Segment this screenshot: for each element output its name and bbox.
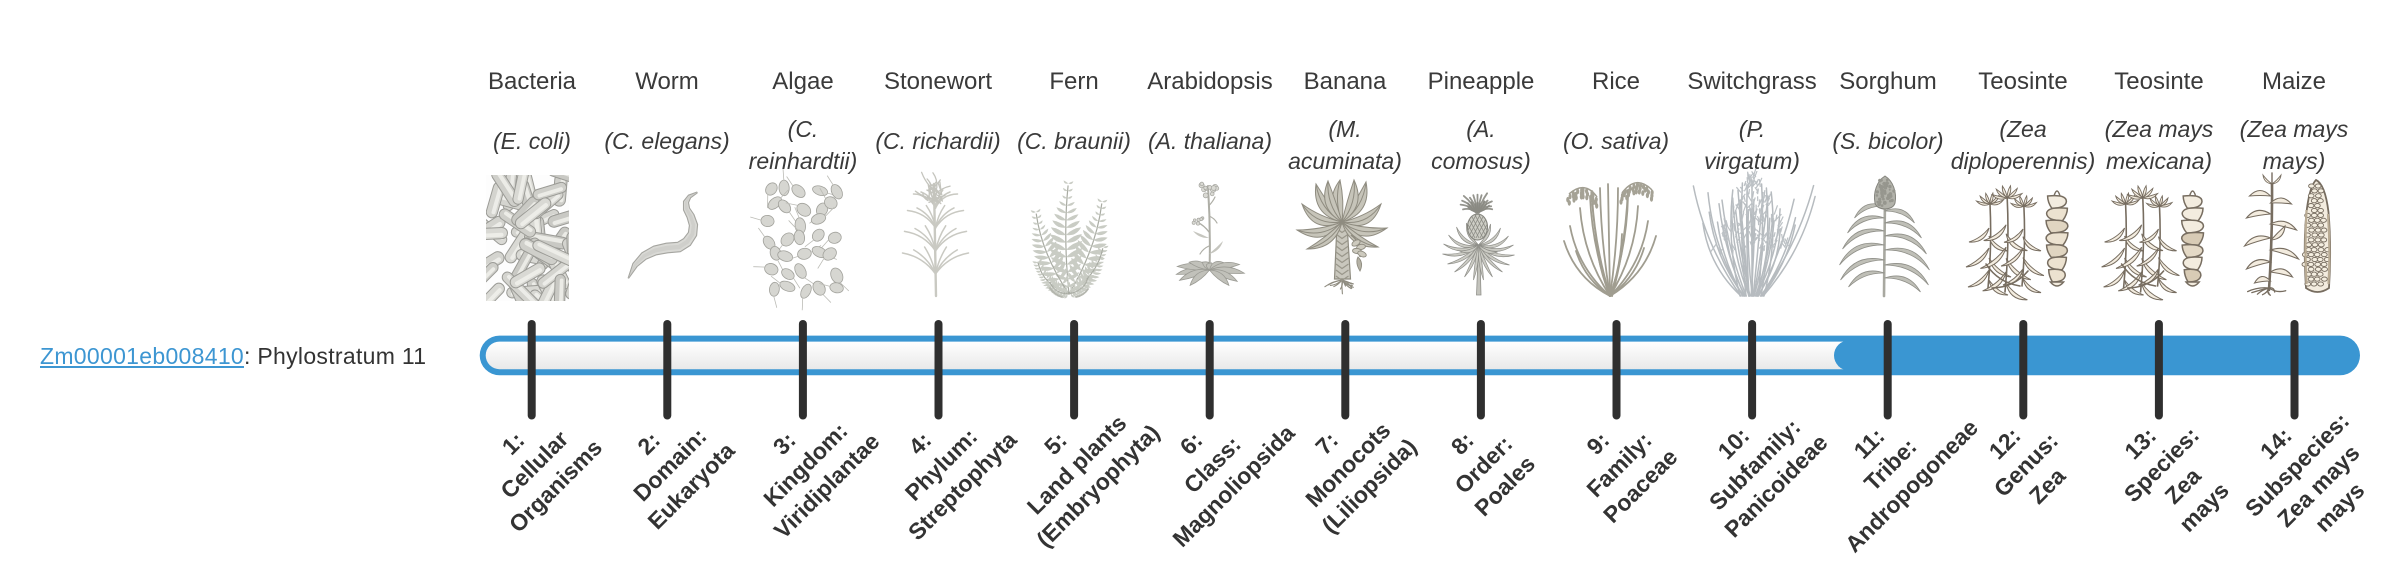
svg-text:13:Species:Zeamays: 13:Species:Zeamays	[2098, 401, 2247, 550]
svg-text:8:Order:Poales: 8:Order:Poales	[1427, 408, 1540, 521]
svg-text:14:Subspecies:Zea maysmays: 14:Subspecies:Zea maysmays	[2219, 386, 2397, 564]
svg-text:12:Genus:Zea: 12:Genus:Zea	[1967, 406, 2084, 523]
svg-text:9:Family:Poaceae: 9:Family:Poaceae	[1556, 401, 1683, 528]
